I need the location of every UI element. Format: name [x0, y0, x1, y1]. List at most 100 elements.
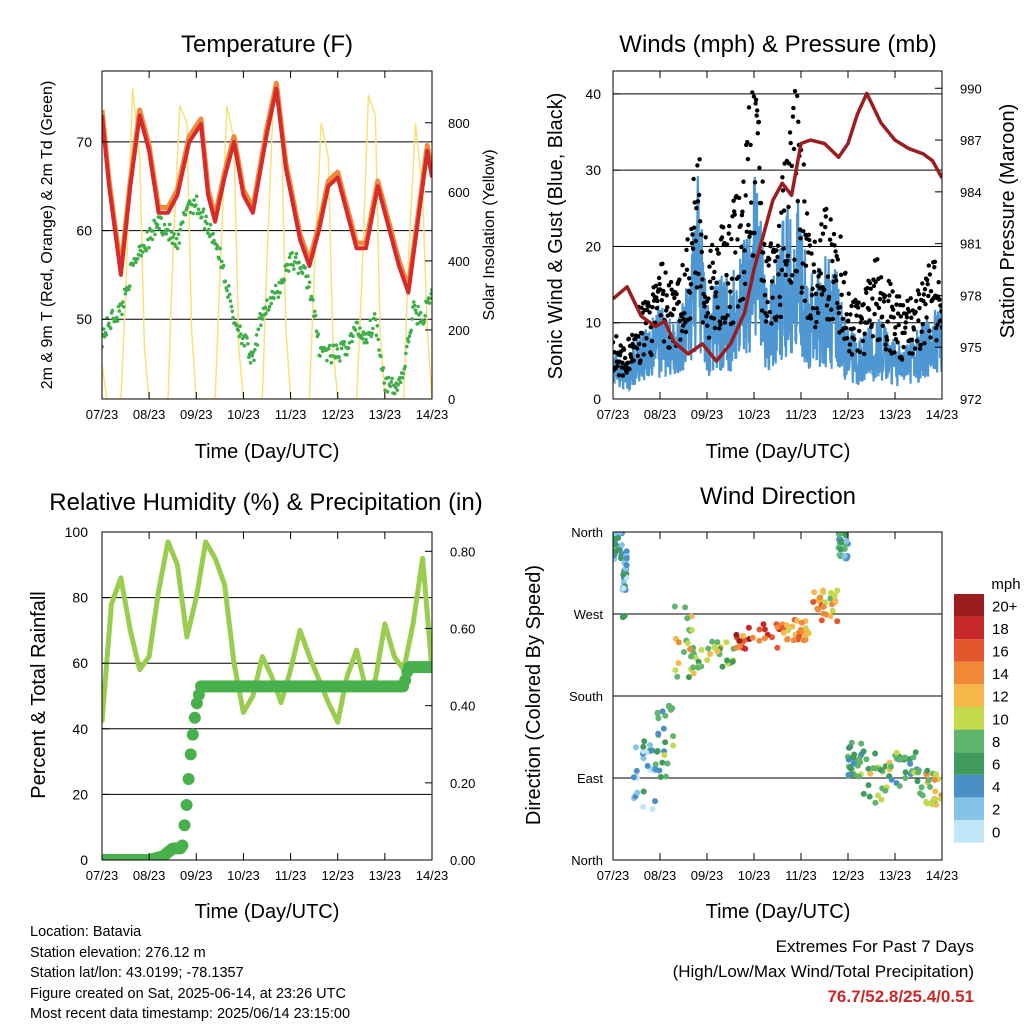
gust-point [813, 325, 818, 330]
gust-point [764, 313, 770, 319]
gust-point [868, 286, 873, 291]
gust-point [688, 316, 693, 321]
gust-point [651, 298, 657, 303]
dewpoint-point [134, 260, 138, 265]
dewpoint-point [280, 280, 285, 285]
colorbar-label: 6 [992, 757, 1000, 774]
direction-point [796, 633, 802, 640]
colorbar-label: 4 [992, 779, 1000, 796]
gust-point [670, 312, 675, 318]
colorbar-swatch [954, 684, 984, 707]
gust-point [739, 244, 744, 250]
gust-point [725, 313, 730, 318]
dewpoint-point [362, 340, 367, 345]
gust-point [687, 290, 692, 295]
gust-point [716, 251, 721, 256]
direction-point [914, 778, 921, 785]
direction-point [800, 637, 807, 644]
gust-point [761, 250, 766, 255]
dewpoint-point [353, 328, 358, 332]
gust-point [901, 344, 906, 350]
gust-point [926, 263, 931, 268]
gust-point [759, 308, 765, 313]
gust-point [895, 340, 900, 345]
gust-point [647, 304, 652, 309]
dewpoint-point [104, 332, 109, 337]
dewpoint-point [162, 222, 167, 227]
dewpoint-point [176, 232, 181, 237]
dewpoint-point [263, 305, 268, 310]
direction-point [811, 589, 818, 596]
gust-point [928, 289, 934, 294]
gust-point [882, 293, 888, 298]
direction-point [937, 795, 942, 802]
gust-point [655, 298, 660, 304]
direction-point [705, 645, 712, 652]
direction-ytick-label: North [571, 525, 603, 540]
direction-point [733, 631, 740, 638]
direction-point [756, 626, 763, 633]
gust-point [819, 292, 825, 297]
gust-point [876, 305, 882, 310]
dewpoint-point [290, 251, 295, 255]
gust-point [702, 294, 708, 299]
gust-point [877, 337, 882, 342]
dewpoint-point [414, 311, 419, 315]
direction-point [729, 658, 736, 665]
dewpoint-point [428, 296, 432, 301]
colorbar-swatch [954, 661, 984, 685]
dewpoint-point [293, 255, 298, 260]
gust-point [824, 303, 830, 308]
gust-point [852, 337, 857, 342]
dewpoint-point [257, 316, 262, 321]
gust-point [752, 230, 757, 236]
direction-point [785, 627, 792, 634]
gust-point [877, 296, 883, 302]
gust-point [792, 88, 798, 94]
dewpoint-point [393, 385, 398, 390]
dewpoint-point [211, 232, 215, 236]
winds-title: Winds (mph) & Pressure (mb) [619, 31, 936, 58]
direction-point [662, 712, 669, 719]
dewpoint-point [418, 310, 423, 315]
gust-point [904, 315, 910, 320]
dewpoint-point [192, 198, 196, 202]
gust-point [636, 334, 641, 339]
dewpoint-point [316, 332, 321, 337]
humidity-xlabel: Time (Day/UTC) [195, 901, 340, 923]
gust-point [691, 176, 696, 182]
gust-point [689, 241, 695, 246]
gust-point [639, 305, 644, 310]
gust-point [684, 267, 690, 272]
gust-point [728, 289, 733, 294]
direction-point [712, 645, 719, 652]
gust-point [921, 298, 926, 304]
gust-point [917, 346, 923, 351]
humidity-xtick-label: 07/23 [86, 868, 119, 883]
direction-point [659, 759, 666, 766]
gust-point [711, 316, 717, 321]
direction-point [831, 592, 838, 599]
gust-point [641, 352, 646, 357]
humidity-ytick-right-label: 0.80 [450, 544, 475, 559]
winds-series [613, 88, 942, 393]
direction-point [865, 782, 872, 789]
gust-point [696, 192, 702, 198]
gust-point [864, 290, 869, 295]
precipitation-point [188, 711, 201, 724]
dewpoint-point [338, 359, 342, 363]
gust-point [638, 358, 643, 363]
gust-point [622, 355, 628, 361]
direction-xtick-label: 10/23 [738, 868, 771, 883]
direction-point [647, 742, 653, 748]
dewpoint-point [217, 257, 221, 261]
gust-point [814, 319, 819, 325]
gust-point [844, 336, 850, 341]
dewpoint-point [119, 303, 123, 307]
gust-point [614, 334, 619, 339]
gust-point [932, 265, 937, 270]
gust-point [887, 293, 892, 298]
gust-point [829, 307, 834, 312]
gust-point [801, 229, 806, 234]
dewpoint-point [273, 283, 278, 288]
